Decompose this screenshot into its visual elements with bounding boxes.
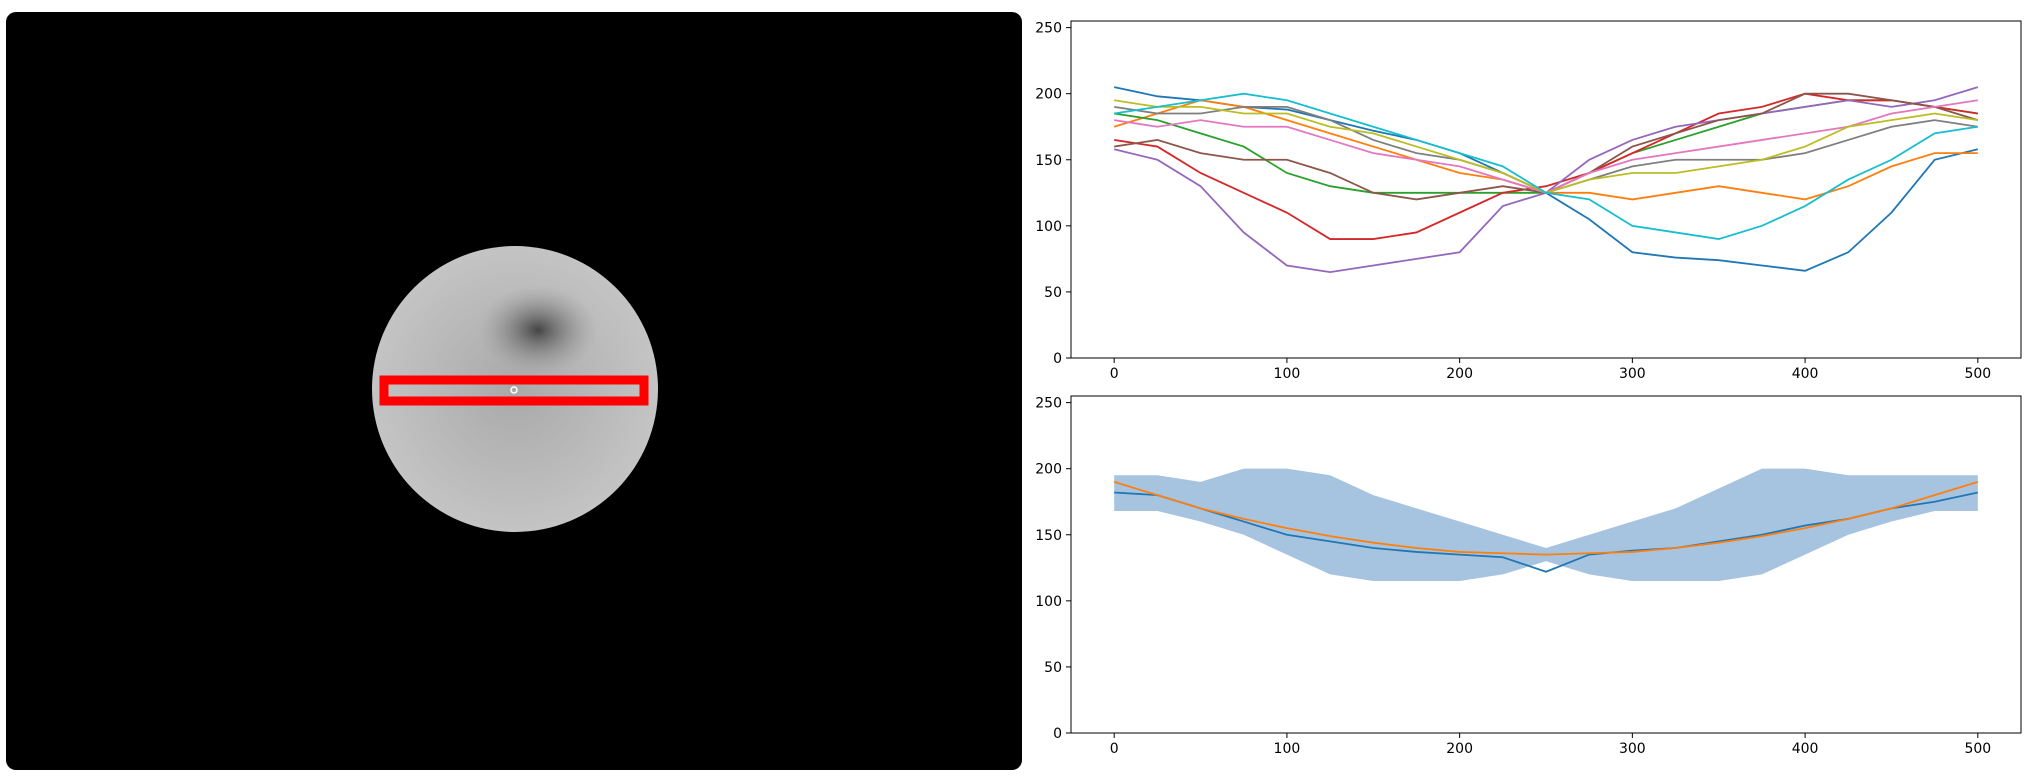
x-tick-label: 500 [1964, 741, 1991, 757]
y-tick-label: 150 [1035, 153, 1062, 169]
x-tick-label: 400 [1792, 366, 1819, 382]
y-tick-label: 50 [1044, 285, 1062, 301]
x-tick-label: 300 [1619, 366, 1646, 382]
x-tick-label: 0 [1110, 741, 1119, 757]
x-tick-label: 400 [1792, 741, 1819, 757]
axes-frame [1070, 20, 2022, 359]
x-tick-label: 500 [1964, 366, 1991, 382]
series-line [1113, 481, 1979, 556]
x-tick-label: 200 [1446, 366, 1473, 382]
chart: 0 100 200 300 400 500 0 50 100 150 200 250 [1035, 395, 2022, 757]
y-tick-label: 200 [1035, 462, 1062, 478]
series-line [1113, 99, 1978, 201]
y-tick-label: 200 [1035, 87, 1062, 103]
band-area [1114, 468, 1978, 582]
y-tick-label: 250 [1035, 396, 1062, 412]
y-tick-label: 250 [1035, 21, 1062, 37]
y-tick-label: 100 [1035, 219, 1062, 235]
x-tick-label: 100 [1274, 741, 1301, 757]
x-tick-label: 100 [1274, 366, 1301, 382]
y-tick-label: 150 [1035, 528, 1062, 544]
x-tick-label: 200 [1446, 741, 1473, 757]
image-panel [6, 12, 1022, 770]
axes-frame [1070, 395, 2022, 734]
y-tick-label: 0 [1053, 351, 1062, 367]
chart: 0 100 200 300 400 500 0 50 100 150 200 250 [1035, 20, 2022, 382]
series-line [1114, 92, 1978, 240]
roi-box [379, 375, 649, 406]
y-tick-label: 0 [1053, 726, 1062, 742]
dark-spot [478, 285, 598, 375]
y-tick-label: 100 [1035, 594, 1062, 610]
series-line [1114, 92, 1978, 240]
center-marker [510, 386, 518, 394]
y-tick-label: 50 [1044, 660, 1062, 676]
x-tick-label: 0 [1110, 366, 1119, 382]
x-tick-label: 300 [1619, 741, 1646, 757]
